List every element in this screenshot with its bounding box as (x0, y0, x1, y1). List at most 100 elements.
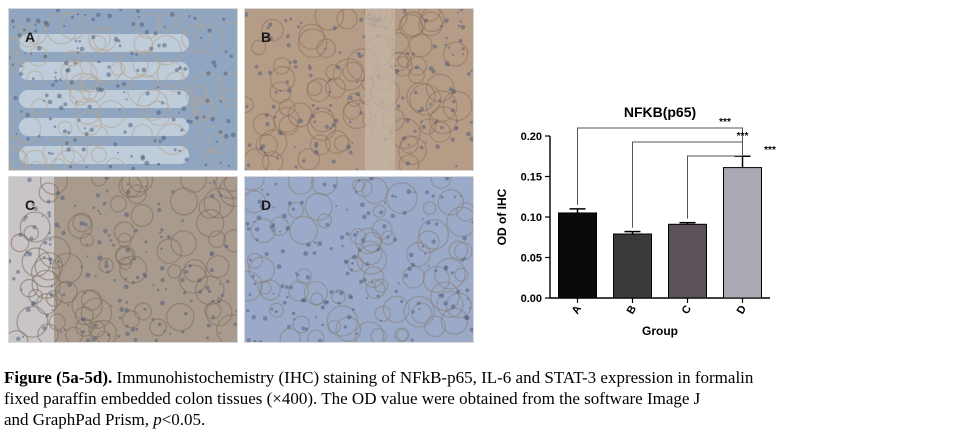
nucleus-dot (337, 301, 341, 305)
cell-outline (165, 302, 195, 332)
nucleus-dot (136, 9, 140, 13)
nucleus-dot (206, 71, 211, 76)
nucleus-dot (45, 314, 49, 318)
nucleus-dot (266, 26, 270, 30)
nucleus-dot (282, 300, 287, 305)
nucleus-dot (109, 238, 113, 242)
nucleus-dot (181, 106, 187, 112)
cell-outline (65, 60, 98, 93)
nucleus-dot (323, 47, 327, 50)
cell-outline (59, 11, 87, 40)
nucleus-dot (119, 9, 123, 12)
nucleus-dot (313, 241, 317, 244)
nucleus-dot (160, 101, 164, 105)
cell-outline (349, 227, 367, 245)
nucleus-dot (42, 326, 47, 331)
nucleus-dot (96, 86, 102, 92)
nucleus-dot (362, 277, 367, 283)
cell-outline (246, 252, 263, 269)
nucleus-dot (32, 225, 37, 230)
cell-outline (297, 147, 320, 170)
nucleus-dot (325, 222, 330, 227)
cell-outline (430, 177, 452, 189)
nucleus-dot (163, 25, 166, 28)
nucleus-dot (354, 190, 358, 194)
nucleus-dot (423, 18, 429, 23)
nucleus-dot (84, 13, 87, 17)
cell-outline (104, 157, 125, 170)
nucleus-dot (258, 340, 263, 342)
nucleus-dot (411, 52, 415, 56)
nucleus-dot (76, 51, 80, 54)
nucleus-dot (86, 255, 89, 258)
nucleus-dot (24, 254, 27, 257)
nucleus-dot (335, 290, 338, 294)
nucleus-dot (137, 15, 140, 19)
cell-outline (170, 230, 197, 257)
nucleus-dot (369, 177, 374, 181)
cell-outline (181, 23, 211, 53)
nucleus-dot (79, 46, 85, 52)
cell-outline (61, 137, 88, 165)
nucleus-dot (174, 68, 179, 72)
nucleus-dot (183, 67, 188, 71)
cell-outline (204, 302, 222, 320)
nucleus-dot (50, 285, 54, 288)
nucleus-dot (376, 247, 380, 252)
nucleus-dot (51, 83, 55, 87)
cell-outline (26, 70, 44, 88)
nucleus-dot (33, 206, 38, 211)
nucleus-dot (76, 47, 79, 50)
nucleus-dot (223, 134, 229, 139)
nucleus-dot (160, 247, 163, 251)
cell-outline (90, 51, 123, 84)
nucleus-dot (126, 183, 130, 186)
nucleus-dot (451, 99, 456, 104)
nucleus-dot (350, 268, 354, 272)
cell-outline (261, 18, 284, 42)
nucleus-dot (278, 230, 282, 233)
caption-line-2: fixed paraffin embedded colon tissues (×… (4, 389, 701, 408)
cell-outline (51, 252, 83, 284)
nucleus-dot (219, 99, 222, 103)
cell-outline (34, 251, 64, 281)
nucleus-dot (349, 295, 353, 300)
nucleus-dot (105, 189, 109, 193)
nucleus-dot (47, 99, 53, 105)
nucleus-dot (314, 144, 318, 149)
cell-outline (88, 320, 106, 338)
cell-outline (130, 203, 154, 228)
nucleus-dot (64, 60, 69, 66)
nucleus-dot (200, 36, 203, 40)
cell-outline (372, 204, 387, 219)
nucleus-dot (390, 213, 395, 219)
nucleus-dot (49, 261, 53, 265)
nucleus-dot (329, 127, 333, 130)
nucleus-dot (320, 305, 325, 310)
nucleus-dot (58, 78, 62, 82)
cell-outline (121, 310, 141, 329)
nucleus-dot (329, 103, 333, 108)
nucleus-dot (180, 330, 185, 334)
cell-outline (393, 327, 409, 342)
nucleus-dot (30, 52, 33, 56)
nucleus-dot (143, 274, 148, 278)
cell-outline (156, 123, 189, 155)
tissue-background (245, 9, 473, 170)
nucleus-dot (103, 228, 108, 234)
nucleus-dot (160, 277, 165, 283)
nucleus-dot (256, 215, 262, 221)
cell-outline (216, 314, 237, 342)
nucleus-dot (289, 17, 293, 21)
nucleus-dot (31, 77, 35, 81)
nucleus-dot (123, 130, 127, 134)
nucleus-dot (160, 266, 165, 271)
nucleus-dot (67, 303, 70, 307)
cell-outline (183, 259, 207, 283)
nucleus-dot (361, 102, 364, 105)
cell-outline (272, 57, 291, 75)
nucleus-dot (461, 47, 465, 51)
nucleus-dot (184, 269, 189, 274)
nucleus-dot (224, 244, 229, 249)
nucleus-dot (280, 284, 285, 289)
